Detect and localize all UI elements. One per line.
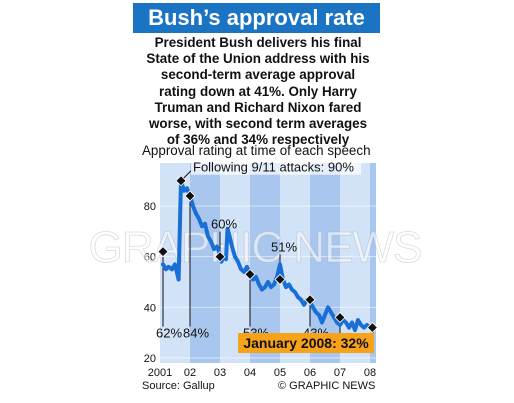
y-tick-label: 80 [144,201,156,213]
x-tick-label: 03 [214,367,226,379]
description-line: worse, with second term averages [148,116,368,132]
approval-series-line [161,178,375,333]
annotation-label: 62% [156,326,182,341]
description-line: rating down at 41%. Only Harry [159,83,357,99]
x-tick-label: 2001 [148,367,172,379]
description-line: President Bush delivers his final [154,35,362,50]
year-band [250,163,280,363]
y-tick-label: 60 [144,252,156,264]
speech-marker [175,175,187,187]
x-tick-label: 05 [274,367,286,379]
speech-marker [244,268,256,280]
y-tick-label: 20 [144,353,156,365]
year-band [310,163,340,363]
annotation-label: 51% [271,239,297,254]
chart-description: President Bush delivers his final State … [140,35,376,148]
credit-note: © GRAPHIC NEWS [278,380,376,392]
x-tick-label: 04 [244,367,256,379]
source-note: Source: Gallup [142,380,215,392]
annotation-label: 60% [211,217,237,232]
watermark: GRAPHIC NEWS [89,223,422,272]
speech-marker [304,294,316,306]
y-axis: 20 40 60 80 [144,201,376,365]
highlight-box [238,333,374,353]
annotation-label: 84% [183,326,209,341]
x-tick-label: 02 [184,367,196,379]
chart-title: Bush’s approval rate [133,3,380,33]
description-line: second-term average approval [160,67,356,83]
year-bands [160,163,376,363]
chart-subtitle: Approval rating at time of each speech [142,143,371,158]
x-tick-label: 08 [364,367,376,379]
x-axis: 2001 02 03 04 05 06 07 08 [148,367,376,379]
description-line: of 36% and 34% respectively [166,132,350,148]
description-line: Truman and Richard Nixon fared [154,99,362,115]
speech-marker [366,321,378,334]
speech-markers [157,175,378,334]
speech-marker [334,311,346,323]
annotation-label: January 2008: 32% [243,335,369,351]
speech-marker [274,273,286,286]
y-tick-label: 40 [144,302,156,314]
speech-marker [214,251,226,263]
speech-marker [184,190,196,202]
annotation-background [191,159,361,175]
description-line: State of the Union address with his [146,51,370,67]
annotation-labels: Following 9/11 attacks: 90%62%84%60%53%5… [156,159,374,353]
speech-marker [157,246,169,258]
x-tick-label: 06 [304,367,316,379]
annotation-label: Following 9/11 attacks: 90% [193,160,354,175]
year-band [370,163,376,363]
x-tick-label: 07 [334,367,346,379]
